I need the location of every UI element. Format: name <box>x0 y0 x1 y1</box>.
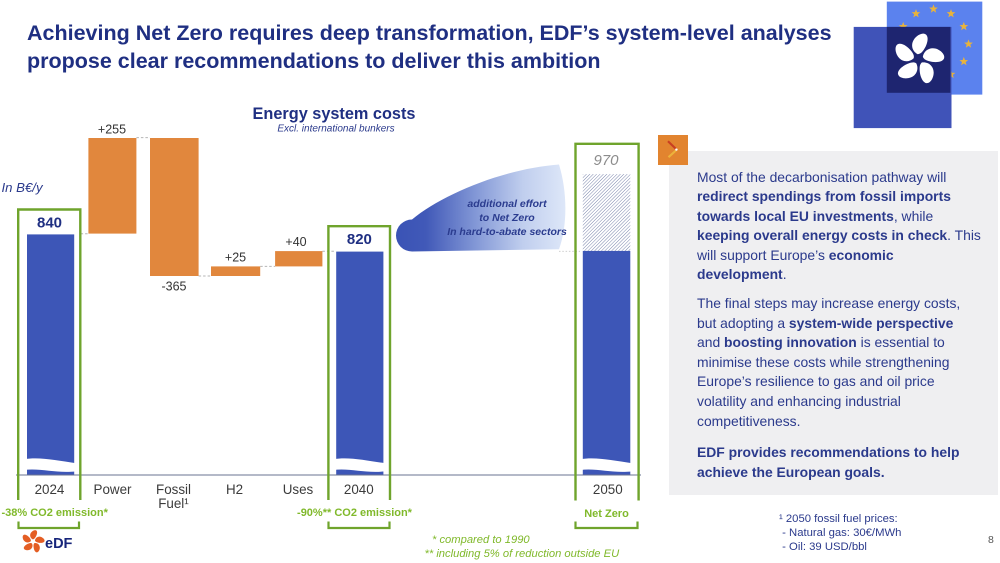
svg-text:2024: 2024 <box>35 482 65 497</box>
svg-text:2050: 2050 <box>593 482 623 497</box>
svg-text:Uses: Uses <box>283 482 314 497</box>
svg-text:Excl. international bunkers: Excl. international bunkers <box>277 124 394 135</box>
svg-text:** including 5% of reduction o: ** including 5% of reduction outside EU <box>425 548 621 560</box>
svg-text:-365: -365 <box>161 280 186 294</box>
svg-text:+25: +25 <box>225 251 246 265</box>
svg-text:Net Zero: Net Zero <box>584 508 629 520</box>
svg-text:970: 970 <box>593 152 619 169</box>
svg-text:+40: +40 <box>285 235 306 249</box>
svg-text:H2: H2 <box>226 482 243 497</box>
svg-text:In hard-to-abate sectors: In hard-to-abate sectors <box>447 226 567 238</box>
svg-text:-38% CO2 emission*: -38% CO2 emission* <box>2 507 109 519</box>
svg-text:840: 840 <box>37 214 62 231</box>
svg-text:Fuel¹: Fuel¹ <box>158 496 189 511</box>
svg-text:* compared to 1990: * compared to 1990 <box>432 534 530 546</box>
svg-text:to Net Zero: to Net Zero <box>479 212 535 224</box>
svg-text:-90%** CO2 emission*: -90%** CO2 emission* <box>297 507 413 519</box>
svg-text:eDF: eDF <box>45 536 73 552</box>
svg-text:2040: 2040 <box>344 482 374 497</box>
svg-text:In B€/y: In B€/y <box>2 180 44 195</box>
svg-text:+255: +255 <box>98 123 126 137</box>
svg-text:820: 820 <box>347 231 372 248</box>
svg-text:additional effort: additional effort <box>467 198 547 210</box>
svg-text:Fossil: Fossil <box>156 482 191 497</box>
svg-text:Power: Power <box>94 482 132 497</box>
svg-text:Energy system costs: Energy system costs <box>253 105 416 123</box>
